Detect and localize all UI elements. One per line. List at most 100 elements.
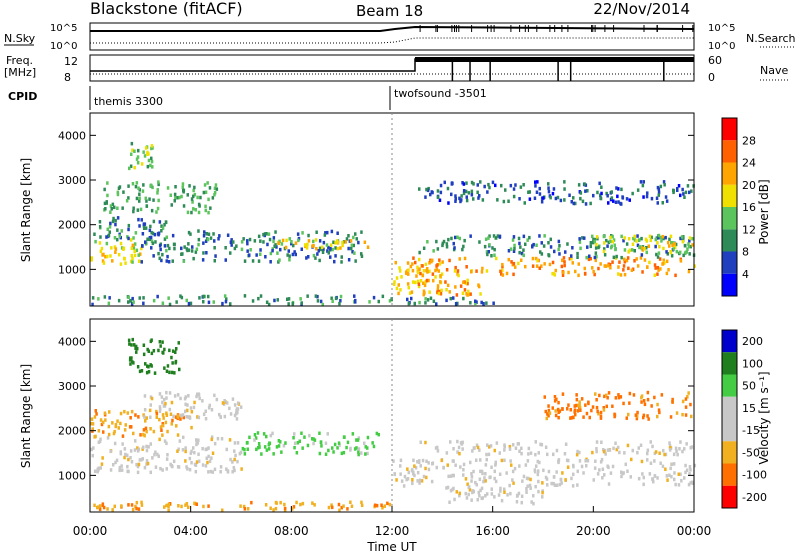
heatmap-cell [157,198,160,203]
heatmap-cell [406,282,410,286]
heatmap-cell [562,256,566,260]
heatmap-cell [579,246,582,251]
heatmap-cell [549,245,553,249]
heatmap-cell [160,258,163,263]
heatmap-cell [192,405,196,410]
heatmap-cell [619,395,623,399]
heatmap-cell [334,254,337,258]
heatmap-cell [422,246,426,250]
heatmap-cell [665,474,669,478]
heatmap-cell [152,429,156,434]
heatmap-cell [121,434,125,438]
heatmap-cell [187,230,191,235]
heatmap-cell [589,201,592,206]
heatmap-cell [576,255,579,259]
heatmap-cell [226,233,230,237]
heatmap-cell [90,417,94,421]
heatmap-cell [100,246,104,251]
heatmap-cell [598,468,601,472]
heatmap-cell [212,300,215,304]
heatmap-cell [320,444,323,448]
heatmap-cell [127,236,130,241]
heatmap-cell [668,441,671,445]
heatmap-cell [118,465,122,470]
heatmap-cell [656,402,659,407]
heatmap-cell [543,234,546,238]
heatmap-cell [418,481,421,485]
heatmap-cell [364,452,367,456]
heatmap-cell [400,275,403,279]
heatmap-cell [534,452,537,457]
heatmap-cell [611,404,614,408]
heatmap-cell [483,476,486,480]
heatmap-cell [494,460,497,465]
heatmap-cell [536,180,539,184]
heatmap-cell [170,370,174,375]
heatmap-cell [113,504,116,509]
heatmap-cell [428,269,431,274]
heatmap-cell [687,391,690,395]
heatmap-cell [158,340,162,344]
heatmap-cell [197,393,201,397]
heatmap-cell [591,234,594,239]
heatmap-cell [602,249,606,254]
heatmap-cell [279,500,282,505]
nave-tick-high: 60 [708,54,722,67]
heatmap-cell [142,432,145,437]
heatmap-cell [157,454,160,458]
heatmap-cell [600,440,603,444]
heatmap-cell [224,246,227,250]
heatmap-cell [464,491,467,496]
heatmap-cell [265,300,269,304]
heatmap-cell [262,240,265,244]
heatmap-cell [293,445,296,450]
heatmap-cell [578,237,581,241]
heatmap-cell [179,294,182,298]
colorbar-tick-label: 50 [742,380,756,393]
cpid-label: CPID [8,90,37,103]
heatmap-cell [687,269,691,274]
heatmap-cell [449,296,452,301]
heatmap-cell [412,470,415,475]
heatmap-cell [158,256,161,261]
heatmap-cell [454,302,458,306]
heatmap-cell [205,456,208,460]
heatmap-cell [220,437,224,441]
heatmap-cell [514,265,517,269]
heatmap-cell [661,201,664,205]
heatmap-cell [195,502,198,506]
heatmap-cell [481,471,484,476]
heatmap-cell [606,396,609,400]
heatmap-cell [223,414,227,419]
heatmap-cell [451,459,455,463]
heatmap-cell [134,413,137,417]
heatmap-cell [315,247,318,251]
heatmap-cell [585,464,588,468]
heatmap-cell [551,406,554,410]
heatmap-cell [272,508,275,512]
heatmap-cell [165,441,168,446]
heatmap-cell [424,297,427,301]
heatmap-cell [476,183,479,187]
heatmap-cell [123,447,127,451]
heatmap-cell [500,498,504,503]
heatmap-cell [140,162,144,166]
heatmap-cell [547,182,550,186]
heatmap-cell [591,266,594,270]
heatmap-cell [642,180,645,184]
freq-marks [451,57,665,81]
heatmap-cell [439,190,443,195]
heatmap-cell [650,196,654,201]
heatmap-cell [422,289,426,293]
heatmap-cell [293,250,296,254]
heatmap-cell [652,479,655,484]
heatmap-cell [320,247,323,252]
heatmap-cell [258,445,261,449]
heatmap-cell [561,471,564,475]
heatmap-cell [594,459,597,463]
heatmap-cell [589,256,592,261]
heatmap-cell [596,236,599,241]
heatmap-cell [99,235,102,239]
heatmap-cell [571,261,574,265]
